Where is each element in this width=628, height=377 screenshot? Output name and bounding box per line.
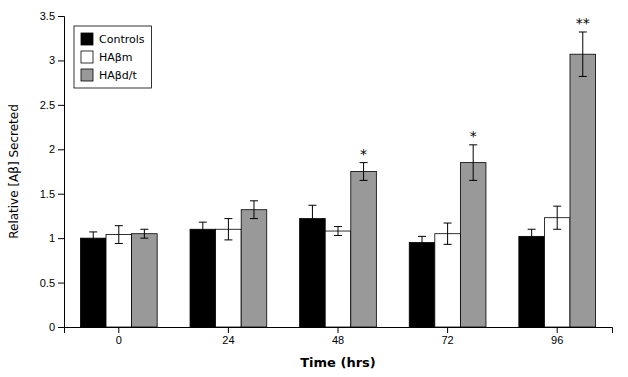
tick: 0: [116, 327, 122, 346]
bar: [409, 243, 435, 327]
tick: 48: [332, 327, 344, 346]
tick-mark: [58, 238, 64, 239]
tick-label: 24: [222, 334, 234, 346]
tick: 1.5: [40, 188, 64, 200]
legend-label: HAβm: [99, 51, 133, 64]
tick: 3: [49, 54, 64, 66]
tick-mark: [338, 327, 339, 333]
legend: Controls HAβm HAβd/t: [74, 26, 152, 88]
bar: [300, 219, 326, 327]
error-bar: [308, 205, 316, 232]
legend-item: HAβd/t: [81, 69, 138, 82]
bar: [80, 238, 106, 327]
bar: [241, 210, 267, 327]
bar: [106, 235, 132, 327]
tick-mark: [58, 149, 64, 150]
legend-item: Controls: [81, 33, 145, 46]
tick-label: 0: [116, 334, 122, 346]
tick: 72: [441, 327, 453, 346]
legend-swatch: [81, 69, 93, 81]
tick-label: 2: [49, 143, 55, 155]
tick-label: 3.5: [40, 10, 55, 22]
error-bar: [199, 222, 207, 236]
tick: 2: [49, 143, 64, 155]
error-bar: [250, 201, 258, 219]
series: [106, 206, 570, 327]
bar: [132, 234, 158, 327]
error-bar: [360, 163, 368, 181]
tick-mark: [557, 327, 558, 333]
tick: 0: [49, 321, 64, 333]
bar: [351, 172, 377, 328]
tick-label: 1: [49, 232, 55, 244]
error-bar: [469, 145, 477, 181]
bar: [190, 229, 216, 327]
error-bar: [553, 206, 561, 229]
tick: 2.5: [40, 99, 64, 111]
tick-mark: [58, 105, 64, 106]
bar: [325, 231, 351, 327]
tick-label: 1.5: [40, 188, 55, 200]
tick-label: 2.5: [40, 99, 55, 111]
tick: 3.5: [40, 10, 64, 22]
error-bar: [579, 32, 587, 76]
tick-label: 0: [49, 321, 55, 333]
tick-label: 72: [441, 334, 453, 346]
bar: [544, 218, 570, 327]
chart-container: 00.511.522.533.5024487296****Time (hrs)R…: [0, 0, 628, 377]
legend-frame: [74, 26, 152, 88]
tick-mark: [58, 327, 64, 328]
y-axis-title: Relative [Aβ] Secreted: [7, 104, 21, 239]
axis-line: [65, 328, 613, 334]
bar: [519, 236, 545, 327]
y-axis: 0 0.5 1 1.5 2 2.5 3 3.5: [40, 10, 65, 333]
tick-label: 0.5: [40, 277, 55, 289]
tick: 96: [551, 327, 563, 346]
chart: 00.511.522.533.5024487296****Time (hrs)R…: [0, 0, 628, 377]
tick-label: 3: [49, 54, 55, 66]
legend-swatch: [81, 33, 93, 45]
legend-label: Controls: [99, 33, 145, 46]
tick-mark: [58, 16, 64, 17]
bar: [216, 229, 242, 327]
tick-mark: [58, 60, 64, 61]
tick: 24: [222, 327, 234, 346]
significance-label: **: [576, 15, 590, 31]
significance-label: *: [360, 146, 367, 162]
bar: [570, 54, 596, 327]
series: [132, 32, 596, 327]
error-bar: [528, 229, 536, 243]
legend-item: HAβm: [81, 51, 133, 64]
significance-label: *: [470, 128, 477, 144]
tick: 0.5: [40, 277, 64, 289]
axis-line: [58, 17, 65, 328]
tick-mark: [447, 327, 448, 333]
tick-label: 96: [551, 334, 563, 346]
bar: [435, 234, 461, 327]
error-bar: [140, 229, 148, 238]
tick-mark: [228, 327, 229, 333]
bar: [460, 163, 486, 327]
error-bar: [418, 236, 426, 248]
legend-swatch: [81, 51, 93, 63]
error-bar: [224, 219, 232, 240]
error-bar: [89, 232, 97, 244]
tick-label: 48: [332, 334, 344, 346]
error-bar: [115, 226, 123, 244]
error-bar: [334, 227, 342, 236]
tick-mark: [118, 327, 119, 333]
tick: 1: [49, 232, 64, 244]
annotations: ****: [360, 15, 590, 162]
x-axis: 0 24 48 72 96: [65, 327, 613, 346]
legend-label: HAβd/t: [99, 69, 138, 82]
tick-mark: [58, 283, 64, 284]
plot: 00.511.522.533.5024487296****Time (hrs)R…: [7, 10, 613, 370]
x-axis-title: Time (hrs): [300, 355, 376, 370]
tick-mark: [58, 194, 64, 195]
error-bar: [444, 223, 452, 244]
marks: [80, 32, 595, 327]
